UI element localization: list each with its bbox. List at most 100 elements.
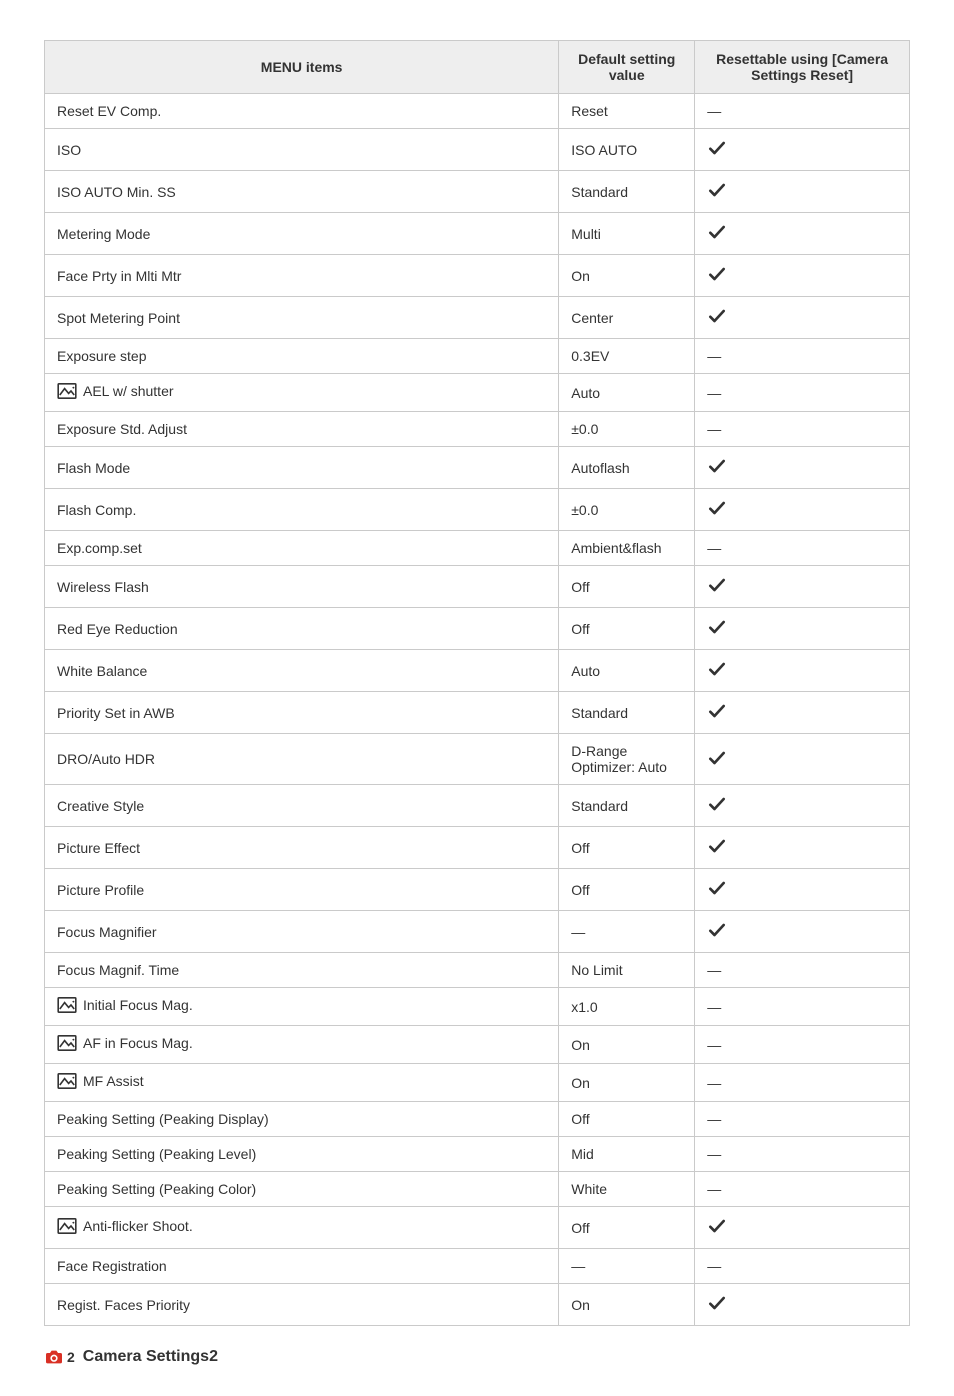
check-icon: [707, 701, 727, 721]
dash-mark: —: [707, 1075, 721, 1091]
menu-item-label: Exposure Std. Adjust: [57, 421, 187, 437]
menu-item-label: Regist. Faces Priority: [57, 1297, 190, 1313]
menu-item-cell: Picture Effect: [45, 827, 559, 869]
resettable-cell: —: [695, 1249, 910, 1284]
menu-item-label: Peaking Setting (Peaking Color): [57, 1181, 256, 1197]
table-row: Focus Magnif. Time No Limit—: [45, 953, 910, 988]
menu-item-cell: ISO AUTO Min. SS: [45, 171, 559, 213]
menu-item-cell: Peaking Setting (Peaking Display): [45, 1102, 559, 1137]
resettable-cell: —: [695, 94, 910, 129]
table-row: Picture ProfileOff: [45, 869, 910, 911]
table-row: Priority Set in AWBStandard: [45, 692, 910, 734]
default-value-cell: —: [559, 1249, 695, 1284]
dash-mark: —: [707, 1146, 721, 1162]
table-row: Face Prty in Mlti MtrOn: [45, 255, 910, 297]
menu-item-cell: Creative Style: [45, 785, 559, 827]
menu-item-label: Exp.comp.set: [57, 540, 142, 556]
dash-mark: —: [707, 999, 721, 1015]
dash-mark: —: [707, 540, 721, 556]
menu-item-label: Focus Magnif. Time: [57, 962, 179, 978]
table-row: Spot Metering PointCenter: [45, 297, 910, 339]
menu-item-cell: White Balance: [45, 650, 559, 692]
menu-item-cell: Exposure Std. Adjust: [45, 412, 559, 447]
default-value-cell: x1.0: [559, 988, 695, 1026]
resettable-cell: [695, 297, 910, 339]
picture-icon: [57, 997, 77, 1013]
default-value-cell: 0.3EV: [559, 339, 695, 374]
menu-item-cell: Reset EV Comp.: [45, 94, 559, 129]
menu-item-cell: Flash Comp.: [45, 489, 559, 531]
default-value-cell: Auto: [559, 374, 695, 412]
menu-item-label: Priority Set in AWB: [57, 705, 175, 721]
resettable-cell: [695, 692, 910, 734]
resettable-cell: —: [695, 1172, 910, 1207]
table-row: Initial Focus Mag. x1.0 —: [45, 988, 910, 1026]
menu-item-cell: Flash Mode: [45, 447, 559, 489]
dash-mark: —: [707, 1037, 721, 1053]
camera-icon: [44, 1349, 64, 1365]
menu-item-cell: AEL w/ shutter: [45, 374, 559, 412]
default-value-cell: Ambient&flash: [559, 531, 695, 566]
default-value-cell: ISO AUTO: [559, 129, 695, 171]
table-row: Exposure Std. Adjust±0.0—: [45, 412, 910, 447]
settings-table: MENU items Default setting value Resetta…: [44, 40, 910, 1326]
menu-item-cell: Face Prty in Mlti Mtr: [45, 255, 559, 297]
menu-item-cell: Metering Mode: [45, 213, 559, 255]
default-value-cell: Standard: [559, 785, 695, 827]
table-header-row: MENU items Default setting value Resetta…: [45, 41, 910, 94]
default-value-cell: On: [559, 1026, 695, 1064]
default-value-cell: ±0.0: [559, 489, 695, 531]
table-row: Reset EV Comp.Reset—: [45, 94, 910, 129]
menu-item-label: Creative Style: [57, 798, 144, 814]
menu-item-label: Face Registration: [57, 1258, 167, 1274]
default-value-cell: Standard: [559, 171, 695, 213]
table-row: Exp.comp.set Ambient&flash —: [45, 531, 910, 566]
resettable-cell: [695, 129, 910, 171]
check-icon: [707, 264, 727, 284]
menu-item-label: Exposure step: [57, 348, 147, 364]
col-header-menu: MENU items: [45, 41, 559, 94]
check-icon: [707, 498, 727, 518]
col-header-resettable: Resettable using [Camera Settings Reset]: [695, 41, 910, 94]
resettable-cell: [695, 255, 910, 297]
picture-icon: [57, 383, 77, 399]
table-row: Picture Effect Off: [45, 827, 910, 869]
menu-item-cell: Face Registration: [45, 1249, 559, 1284]
resettable-cell: [695, 1207, 910, 1249]
menu-item-label: Anti-flicker Shoot.: [83, 1218, 193, 1234]
table-row: Peaking Setting (Peaking Level)Mid—: [45, 1137, 910, 1172]
default-value-cell: Off: [559, 566, 695, 608]
menu-item-label: ISO: [57, 142, 81, 158]
menu-item-label: AF in Focus Mag.: [83, 1035, 193, 1051]
table-row: Creative Style Standard: [45, 785, 910, 827]
default-value-cell: —: [559, 911, 695, 953]
menu-item-cell: ISO: [45, 129, 559, 171]
menu-item-cell: DRO/Auto HDR: [45, 734, 559, 785]
menu-item-label: Initial Focus Mag.: [83, 997, 193, 1013]
dash-mark: —: [707, 1181, 721, 1197]
resettable-cell: —: [695, 953, 910, 988]
dash-mark: —: [707, 1258, 721, 1274]
resettable-cell: [695, 827, 910, 869]
default-value-cell: On: [559, 1284, 695, 1326]
menu-item-label: Flash Comp.: [57, 502, 136, 518]
menu-item-label: ISO AUTO Min. SS: [57, 184, 176, 200]
default-value-cell: Off: [559, 869, 695, 911]
resettable-cell: —: [695, 531, 910, 566]
default-value-cell: Off: [559, 827, 695, 869]
table-row: Focus Magnifier—: [45, 911, 910, 953]
check-icon: [707, 1293, 727, 1313]
check-icon: [707, 794, 727, 814]
menu-item-label: Picture Effect: [57, 840, 140, 856]
default-value-cell: On: [559, 1064, 695, 1102]
default-value-cell: No Limit: [559, 953, 695, 988]
check-icon: [707, 456, 727, 476]
default-value-cell: Reset: [559, 94, 695, 129]
resettable-cell: —: [695, 339, 910, 374]
resettable-cell: [695, 1284, 910, 1326]
default-value-cell: Multi: [559, 213, 695, 255]
menu-item-cell: Wireless Flash: [45, 566, 559, 608]
check-icon: [707, 138, 727, 158]
menu-item-cell: Peaking Setting (Peaking Color): [45, 1172, 559, 1207]
col-header-default: Default setting value: [559, 41, 695, 94]
